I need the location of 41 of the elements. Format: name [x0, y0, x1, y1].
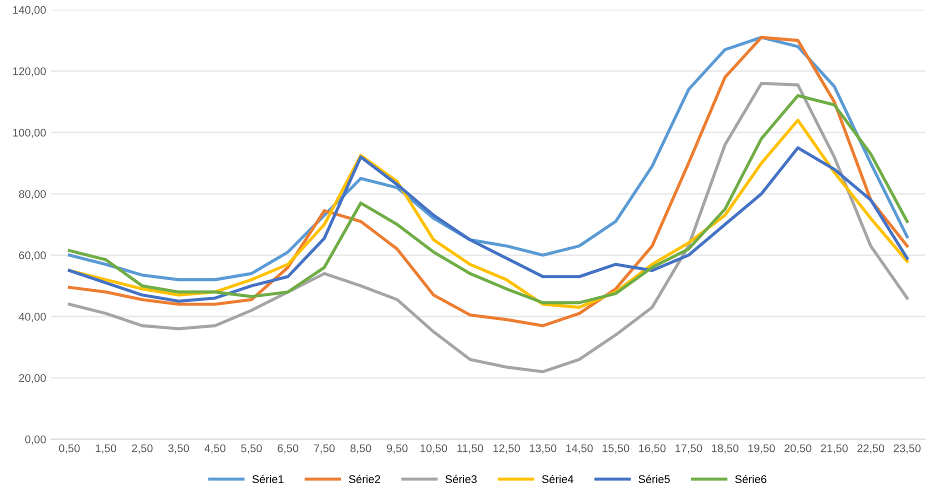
x-tick-label: 15,50 [602, 444, 630, 454]
x-tick-label: 7,50 [314, 444, 335, 454]
x-tick-label: 20,50 [784, 444, 812, 454]
x-tick-label: 6,50 [278, 444, 298, 454]
x-tick-label: 3,50 [168, 444, 190, 454]
x-tick-label: 19,50 [748, 444, 775, 454]
y-tick-label: 0,00 [25, 435, 46, 445]
legend-label: Série3 [446, 474, 477, 484]
x-tick-label: 14,50 [566, 444, 593, 454]
y-tick-label: 60,00 [19, 251, 46, 261]
y-tick-label: 100,00 [13, 128, 46, 138]
legend-label: Série5 [638, 474, 670, 484]
x-tick-label: 23,50 [894, 444, 921, 454]
x-tick-label: 10,50 [420, 444, 448, 454]
x-tick-label: 17,50 [676, 444, 702, 454]
y-tick-label: 140,00 [13, 6, 46, 16]
y-tick-label: 120,00 [13, 67, 46, 77]
x-tick-label: 2,50 [132, 444, 153, 454]
x-tick-label: 21,50 [820, 444, 848, 454]
y-tick-label: 20,00 [19, 374, 46, 384]
x-tick-label: 5,50 [241, 444, 262, 454]
x-tick-label: 18,50 [712, 444, 738, 454]
y-tick-label: 40,00 [18, 312, 46, 322]
x-tick-label: 11,50 [457, 444, 484, 454]
legend-label: Série2 [348, 474, 380, 484]
legend-label: Série6 [735, 474, 766, 484]
y-tick-label: 80,00 [18, 190, 46, 200]
x-tick-label: 13,50 [530, 444, 556, 454]
line-series [68, 82, 909, 374]
x-tick-label: 0,50 [58, 444, 80, 454]
x-tick-label: 16,50 [639, 444, 666, 454]
legend-label: Série1 [252, 474, 284, 484]
legend-label: Série4 [542, 474, 574, 484]
x-tick-label: 4,50 [204, 444, 226, 454]
x-tick-label: 9,50 [386, 444, 408, 454]
x-tick-label: 12,50 [493, 444, 520, 454]
line-series [68, 146, 909, 303]
x-tick-label: 22,50 [857, 444, 884, 454]
x-tick-label: 1,50 [96, 444, 116, 454]
line-series [68, 36, 909, 328]
x-tick-label: 8,50 [350, 444, 372, 454]
